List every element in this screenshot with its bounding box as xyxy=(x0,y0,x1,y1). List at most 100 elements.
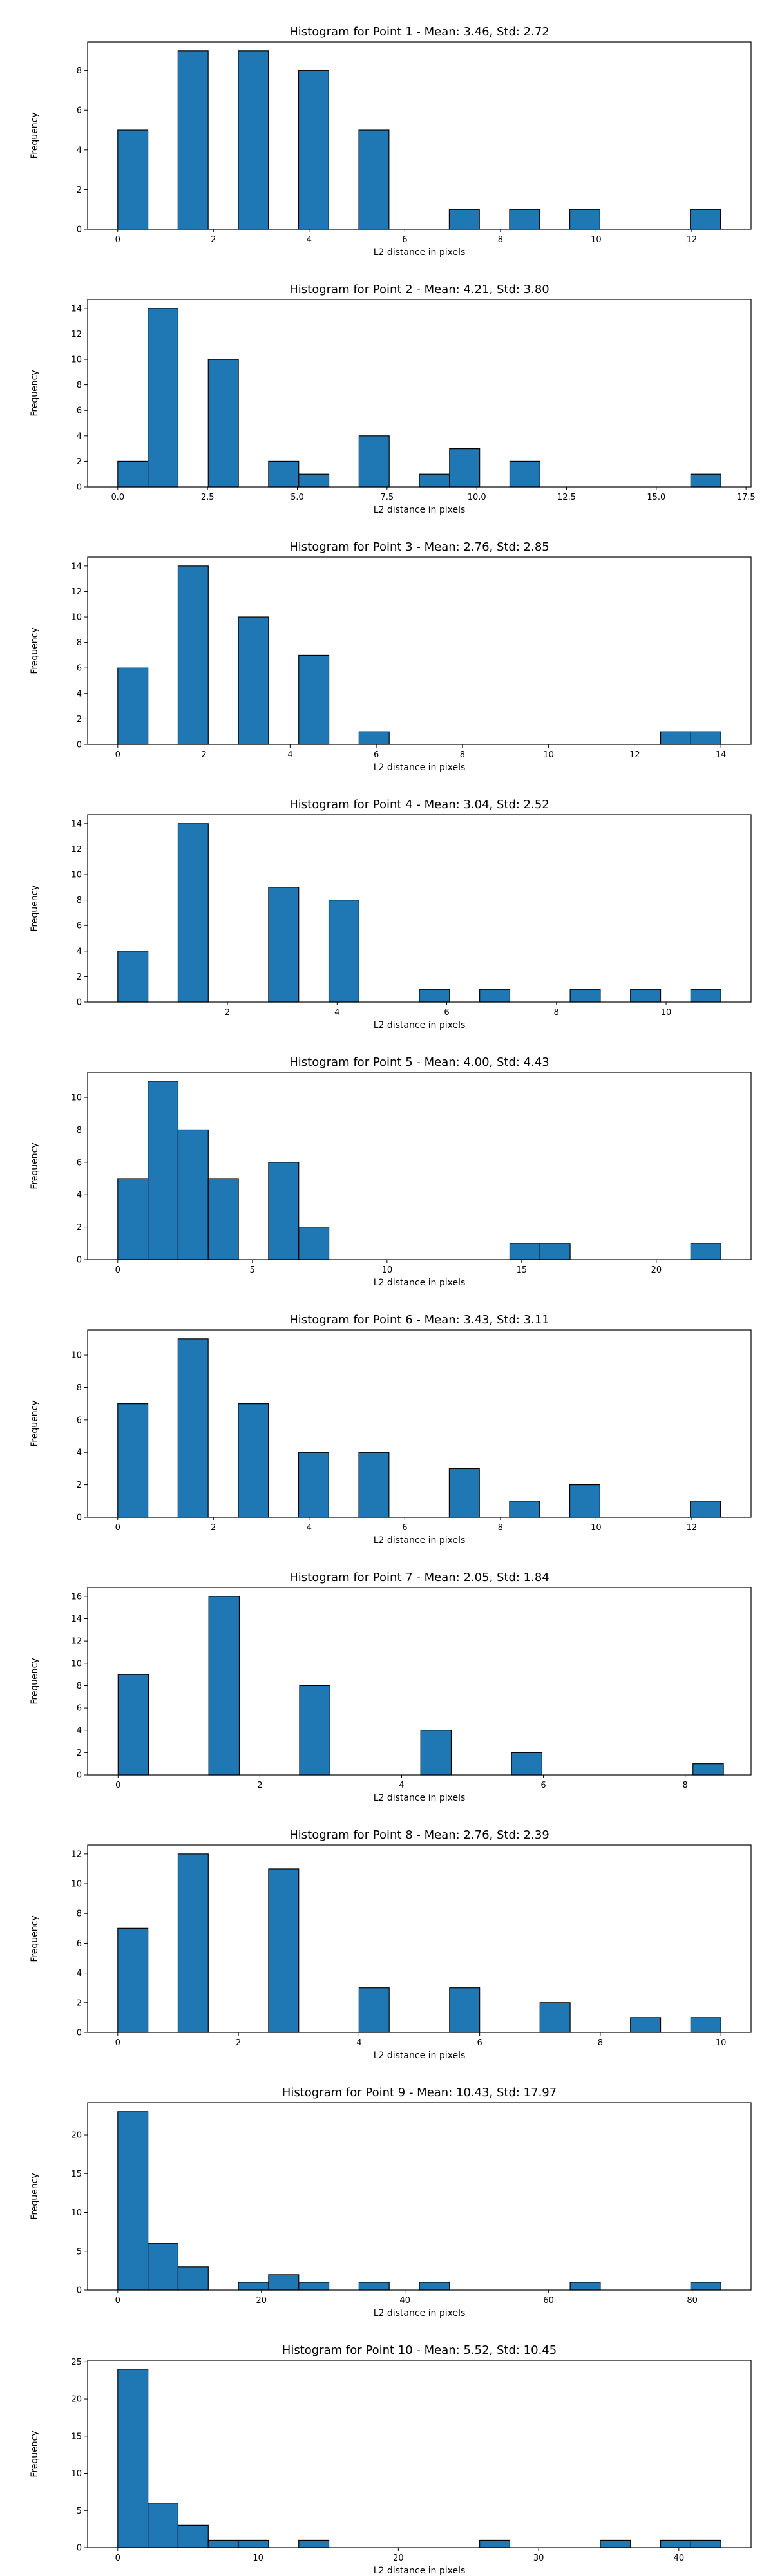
y-tick-label: 0 xyxy=(77,1771,82,1781)
x-tick-label: 40 xyxy=(674,2553,685,2563)
histogram-bar xyxy=(509,209,540,230)
histogram-bar xyxy=(449,448,481,488)
histogram-bar xyxy=(298,1227,330,1260)
histogram-bar xyxy=(177,823,209,1003)
x-tick-label: 8 xyxy=(598,2038,603,2048)
histogram-bar xyxy=(298,2539,330,2548)
y-tick-label: 2 xyxy=(77,1748,82,1758)
y-tick-label: 0 xyxy=(77,225,82,235)
x-axis-label: L2 distance in pixels xyxy=(374,1278,466,1288)
histogram-bar xyxy=(660,2539,691,2548)
histogram-bar xyxy=(630,989,662,1003)
histogram-bar xyxy=(268,1162,300,1260)
x-tick-label: 2 xyxy=(211,1523,216,1533)
histogram-point-9: Histogram for Point 9 - Mean: 10.43, Std… xyxy=(30,2086,752,2318)
y-tick-label: 15 xyxy=(71,2432,82,2441)
histogram-bar xyxy=(569,2282,601,2291)
histogram-bar xyxy=(117,1178,149,1260)
histogram-bar xyxy=(419,473,450,488)
x-axis-label: L2 distance in pixels xyxy=(374,2308,466,2318)
y-tick-label: 25 xyxy=(71,2358,82,2367)
chart-title: Histogram for Point 9 - Mean: 10.43, Std… xyxy=(282,2086,557,2099)
x-tick-label: 4 xyxy=(399,1781,404,1790)
histogram-bar xyxy=(298,2282,330,2291)
histogram-bar xyxy=(479,2539,511,2548)
histogram-bar xyxy=(238,1403,269,1518)
x-tick-label: 12 xyxy=(687,235,698,245)
y-tick-label: 12 xyxy=(71,1850,82,1859)
y-tick-label: 2 xyxy=(77,715,82,724)
y-tick-label: 16 xyxy=(71,1592,82,1602)
y-tick-label: 6 xyxy=(77,106,82,116)
histogram-bar xyxy=(690,989,721,1003)
y-axis-label: Frequency xyxy=(30,1658,40,1704)
x-tick-label: 0 xyxy=(115,1781,120,1790)
histogram-bar xyxy=(207,359,239,488)
chart-title: Histogram for Point 6 - Mean: 3.43, Std:… xyxy=(289,1313,549,1327)
histogram-bar xyxy=(148,2503,179,2548)
x-tick-label: 0 xyxy=(115,750,120,760)
y-tick-label: 0 xyxy=(77,1513,82,1523)
y-tick-label: 6 xyxy=(77,406,82,416)
y-tick-label: 10 xyxy=(71,613,82,623)
x-tick-label: 6 xyxy=(540,1781,546,1790)
histogram-bar xyxy=(177,2524,209,2548)
y-tick-label: 14 xyxy=(71,562,82,571)
y-tick-label: 14 xyxy=(71,819,82,829)
histogram-bar xyxy=(238,616,269,745)
x-tick-label: 12.5 xyxy=(557,493,576,502)
y-tick-label: 0 xyxy=(77,2029,82,2038)
chart-title: Histogram for Point 4 - Mean: 3.04, Std:… xyxy=(289,798,549,811)
histogram-bar xyxy=(238,2282,269,2291)
histogram-bar xyxy=(419,2282,450,2291)
histogram-bar xyxy=(690,473,721,488)
histogram-bar xyxy=(298,654,330,745)
histogram-bar xyxy=(298,1452,329,1518)
x-tick-label: 6 xyxy=(374,750,379,760)
y-tick-label: 2 xyxy=(77,1223,82,1233)
y-tick-label: 6 xyxy=(77,664,82,674)
histogram-bar xyxy=(509,460,540,488)
histogram-bar xyxy=(117,2111,149,2291)
x-tick-label: 15 xyxy=(517,1265,528,1275)
y-tick-label: 8 xyxy=(77,1126,82,1135)
x-tick-label: 17.5 xyxy=(737,493,756,502)
y-tick-label: 0 xyxy=(77,483,82,493)
histogram-bar xyxy=(177,1853,209,2033)
y-axis-label: Frequency xyxy=(30,1400,40,1446)
chart-title: Histogram for Point 1 - Mean: 3.46, Std:… xyxy=(289,25,549,39)
x-tick-label: 6 xyxy=(402,1523,407,1533)
chart-title: Histogram for Point 10 - Mean: 5.52, Std… xyxy=(282,2344,557,2357)
histogram-point-4: Histogram for Point 4 - Mean: 3.04, Std:… xyxy=(30,798,752,1030)
y-tick-label: 10 xyxy=(71,1094,82,1103)
histogram-bar xyxy=(420,1730,452,1776)
histogram-bar xyxy=(358,435,390,488)
histogram-bar xyxy=(509,1243,540,1260)
y-tick-label: 20 xyxy=(71,2131,82,2141)
histogram-bar xyxy=(448,209,480,230)
y-tick-label: 10 xyxy=(71,2208,82,2218)
x-tick-label: 12 xyxy=(629,750,640,760)
x-tick-label: 8 xyxy=(683,1781,688,1790)
x-tick-label: 30 xyxy=(533,2553,544,2563)
y-tick-label: 8 xyxy=(77,66,82,76)
histogram-bar xyxy=(448,1468,480,1518)
y-axis-label: Frequency xyxy=(30,370,40,416)
x-tick-label: 8 xyxy=(460,750,465,760)
axes-frame xyxy=(87,1587,752,1776)
x-axis-label: L2 distance in pixels xyxy=(374,762,466,773)
y-tick-label: 4 xyxy=(77,431,82,441)
y-tick-label: 4 xyxy=(77,1726,82,1736)
histogram-bar xyxy=(690,1501,721,1518)
histogram-bar xyxy=(358,1452,390,1518)
chart-title: Histogram for Point 7 - Mean: 2.05, Std:… xyxy=(289,1571,549,1584)
histogram-bar xyxy=(177,565,209,745)
x-tick-label: 40 xyxy=(399,2296,410,2306)
chart-title: Histogram for Point 2 - Mean: 4.21, Std:… xyxy=(289,283,549,296)
x-tick-label: 10 xyxy=(591,1523,602,1533)
x-tick-label: 6 xyxy=(477,2038,482,2048)
histogram-point-1: Histogram for Point 1 - Mean: 3.46, Std:… xyxy=(30,25,752,258)
x-axis-label: L2 distance in pixels xyxy=(374,2566,466,2576)
histogram-point-5: Histogram for Point 5 - Mean: 4.00, Std:… xyxy=(30,1056,752,1288)
histogram-bar xyxy=(177,1338,209,1518)
